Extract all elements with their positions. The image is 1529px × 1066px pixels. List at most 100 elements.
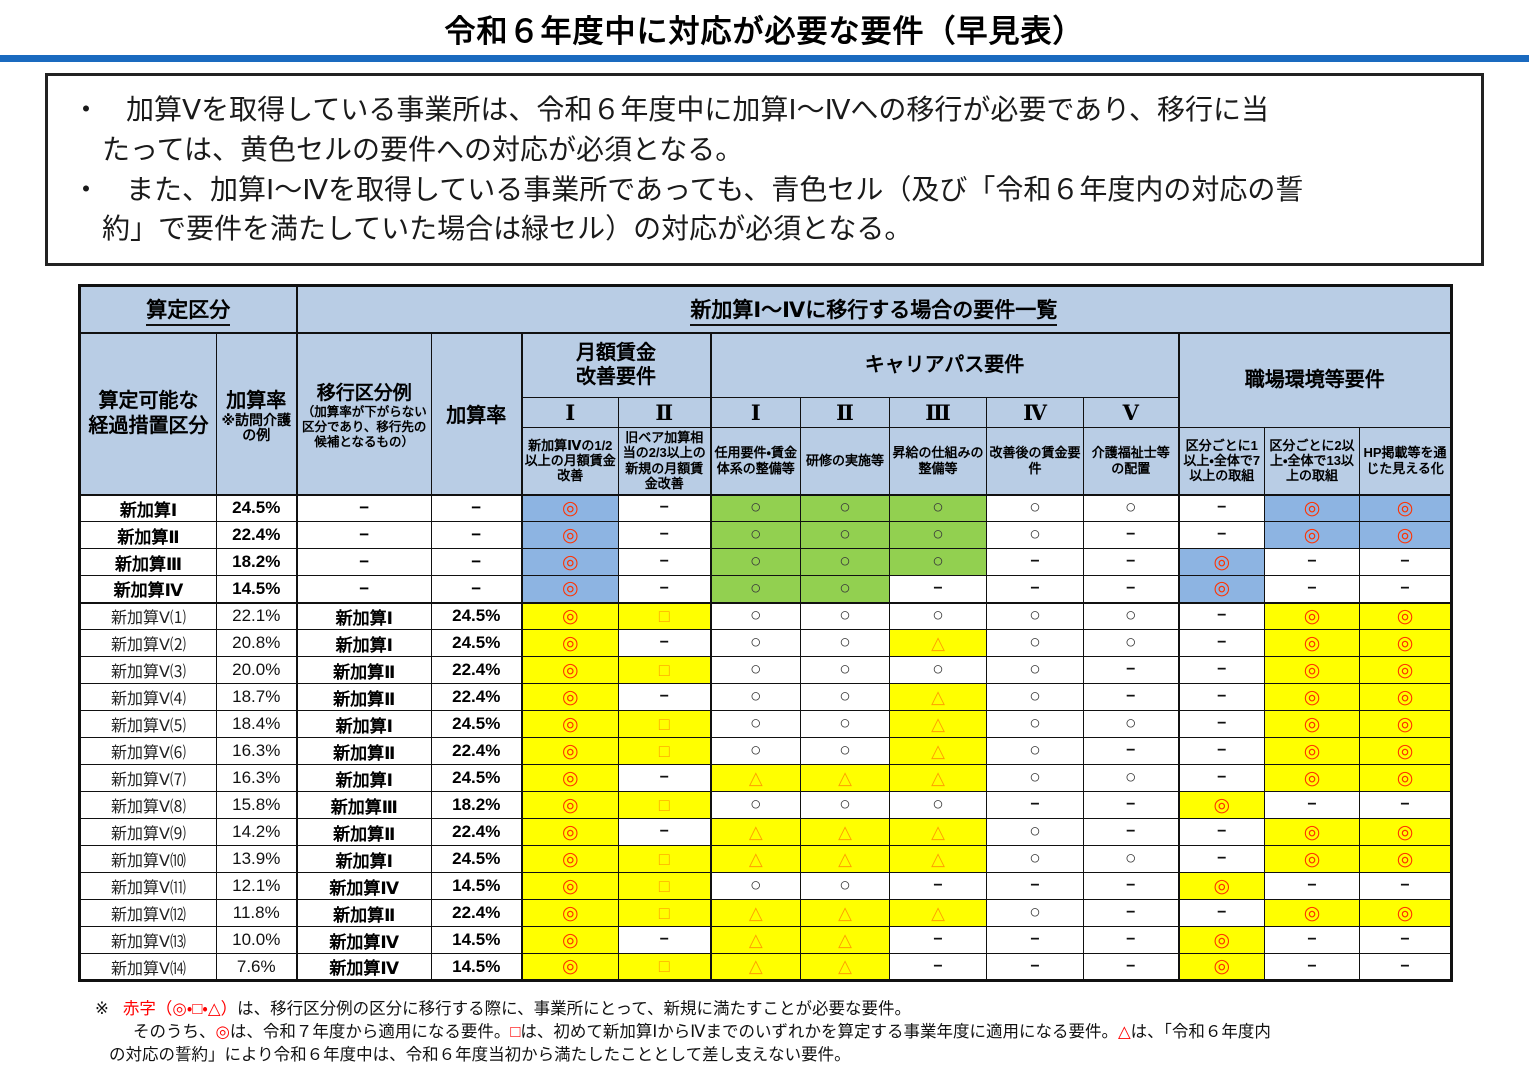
requirement-cell: △ <box>800 818 890 846</box>
header-career-5-desc: 介護福祉士等の配置 <box>1083 427 1180 496</box>
requirement-cell: − <box>889 872 987 900</box>
transfer-example-cell: 新加算Ⅱ <box>296 656 432 684</box>
requirement-cell: ◎ <box>521 872 619 900</box>
requirement-cell: △ <box>889 845 987 873</box>
requirement-cell: ○ <box>710 710 801 738</box>
requirement-cell: ○ <box>889 791 987 819</box>
header-rate: 加算率 ※訪問介護の例 <box>216 332 298 496</box>
requirement-cell: ◎ <box>521 764 619 792</box>
header-career-4-desc: 改善後の賃金要件 <box>986 427 1084 496</box>
requirement-cell: ◎ <box>521 629 619 657</box>
requirement-cell: ○ <box>710 548 801 576</box>
footnote-text: そのうち、 <box>133 1022 216 1041</box>
rate-cell: 16.3% <box>216 737 298 765</box>
row-label-cell: 新加算Ⅰ <box>79 493 217 522</box>
requirement-cell: − <box>986 926 1084 954</box>
requirement-cell: − <box>1358 548 1453 576</box>
transfer-rate-cell: 24.5% <box>431 764 523 792</box>
transfer-rate-cell: 22.4% <box>431 737 523 765</box>
requirement-cell: ◎ <box>521 845 619 873</box>
transfer-example-cell: 新加算Ⅳ <box>296 926 432 954</box>
table-row: 新加算Ⅴ⑻ 15.8% 新加算Ⅲ 18.2% ◎ □ ○ ○ ○ − − ◎ − − <box>79 791 1453 819</box>
rate-cell: 16.3% <box>216 764 298 792</box>
requirement-cell: ◎ <box>521 899 619 927</box>
intro-text-line: 約」で要件を満たしていた場合は緑セル）の対応が必須となる。 <box>102 213 913 245</box>
requirement-cell: △ <box>889 899 987 927</box>
page: 令和６年度中に対応が必要な要件（早見表） ・加算Ⅴを取得している事業所は、令和６… <box>0 6 1529 1066</box>
requirement-cell: ○ <box>889 521 987 549</box>
requirement-cell: − <box>1358 575 1453 604</box>
requirement-cell: − <box>618 683 712 711</box>
table-row: 新加算Ⅴ⑹ 16.3% 新加算Ⅱ 22.4% ◎ □ ○ ○ △ ○ − − ◎ ◎ <box>79 737 1453 765</box>
bullet-marker: ・ <box>72 94 101 125</box>
transfer-rate-cell: − <box>431 548 523 576</box>
table-row: 新加算Ⅴ⑼ 14.2% 新加算Ⅱ 22.4% ◎ − △ △ △ ○ − − ◎ ◎ <box>79 818 1453 846</box>
requirement-cell: − <box>618 548 712 576</box>
requirement-cell: □ <box>618 737 712 765</box>
requirement-cell: − <box>1178 602 1265 630</box>
requirement-cell: △ <box>710 845 801 873</box>
transfer-rate-cell: − <box>431 493 523 522</box>
transfer-example-cell: 新加算Ⅰ <box>296 602 432 630</box>
requirement-cell: ○ <box>800 629 890 657</box>
requirement-cell: − <box>986 575 1084 604</box>
requirement-cell: ○ <box>1083 764 1180 792</box>
requirement-cell: △ <box>889 818 987 846</box>
requirement-cell: □ <box>618 602 712 630</box>
transfer-example-cell: 新加算Ⅱ <box>296 683 432 711</box>
requirement-cell: △ <box>710 926 801 954</box>
rate-cell: 13.9% <box>216 845 298 873</box>
requirement-cell: ○ <box>710 493 801 522</box>
requirement-cell: − <box>1083 872 1180 900</box>
footnote-line: の対応の誓約」により令和６年度中は、令和６年度当初から満たしたこととして差し支え… <box>95 1044 1529 1066</box>
requirement-cell: ○ <box>889 656 987 684</box>
requirement-cell: − <box>1178 629 1265 657</box>
row-label-cell: 新加算Ⅴ⑻ <box>79 791 217 819</box>
header-transfer-rate: 加算率 <box>431 332 523 496</box>
rate-cell: 22.1% <box>216 602 298 630</box>
requirement-cell: ◎ <box>1264 656 1360 684</box>
requirement-cell: ◎ <box>1264 845 1360 873</box>
header-main-title: 新加算Ⅰ～Ⅳに移行する場合の要件一覧 <box>295 285 1453 334</box>
requirement-cell: ○ <box>800 575 890 604</box>
requirement-cell: ◎ <box>1178 926 1265 954</box>
row-label-cell: 新加算Ⅴ⒀ <box>79 926 217 954</box>
requirement-cell: ○ <box>1083 493 1180 522</box>
intro-bullet: ・また、加算Ⅰ～Ⅳを取得している事業所であっても、青色セル（及び「令和６年度内の… <box>62 170 1461 250</box>
rate-cell: 18.7% <box>216 683 298 711</box>
row-label-cell: 新加算Ⅴ⑾ <box>79 872 217 900</box>
requirement-cell: ○ <box>1083 629 1180 657</box>
requirement-cell: ○ <box>800 493 890 522</box>
intro-text-line: また、加算Ⅰ～Ⅳを取得している事業所であっても、青色セル（及び「令和６年度内の対… <box>126 173 1304 205</box>
header-career-4-num: Ⅳ <box>986 397 1084 428</box>
requirement-cell: ○ <box>986 493 1084 522</box>
requirement-cell: ◎ <box>1178 791 1265 819</box>
footnote-text: は、移行区分例の区分に移行する際に、事業所にとって、新規に満たすことが必要な要件… <box>237 1000 911 1018</box>
rate-cell: 22.4% <box>216 521 298 549</box>
rate-cell: 18.4% <box>216 710 298 738</box>
table-row: 新加算Ⅲ 18.2% − − ◎ − ○ ○ ○ − − ◎ − − <box>79 548 1453 576</box>
requirement-cell: ◎ <box>1264 493 1360 522</box>
header-workplace-1-desc: 区分ごとに1以上・全体で7以上の取組 <box>1178 427 1265 496</box>
header-career-2-desc: 研修の実施等 <box>800 427 890 496</box>
row-label-cell: 新加算Ⅴ⑿ <box>79 899 217 927</box>
requirement-cell: − <box>1083 521 1180 549</box>
requirement-cell: △ <box>889 737 987 765</box>
requirement-cell: − <box>1178 737 1265 765</box>
table-body: 新加算Ⅰ 24.5% − − ◎ − ○ ○ ○ ○ ○ − ◎ ◎ 新加算Ⅱ 22.4% − − ◎ − ○ ○ ○ ○ − −… <box>79 493 1453 981</box>
requirement-cell: ○ <box>800 710 890 738</box>
row-label-cell: 新加算Ⅴ⑵ <box>79 629 217 657</box>
requirement-cell: ◎ <box>1358 683 1453 711</box>
requirement-cell: − <box>1178 493 1265 522</box>
header-career-1-num: Ⅰ <box>710 397 801 428</box>
requirement-cell: − <box>1264 548 1360 576</box>
row-label-cell: 新加算Ⅲ <box>79 548 217 576</box>
requirement-cell: ○ <box>986 710 1084 738</box>
rate-cell: 10.0% <box>216 926 298 954</box>
requirement-cell: ◎ <box>1264 899 1360 927</box>
requirement-cell: − <box>1083 953 1180 981</box>
title-divider-bar <box>0 55 1529 62</box>
transfer-example-cell: 新加算Ⅰ <box>296 845 432 873</box>
bullet-marker: ・ <box>72 173 101 205</box>
requirement-cell: ○ <box>710 791 801 819</box>
